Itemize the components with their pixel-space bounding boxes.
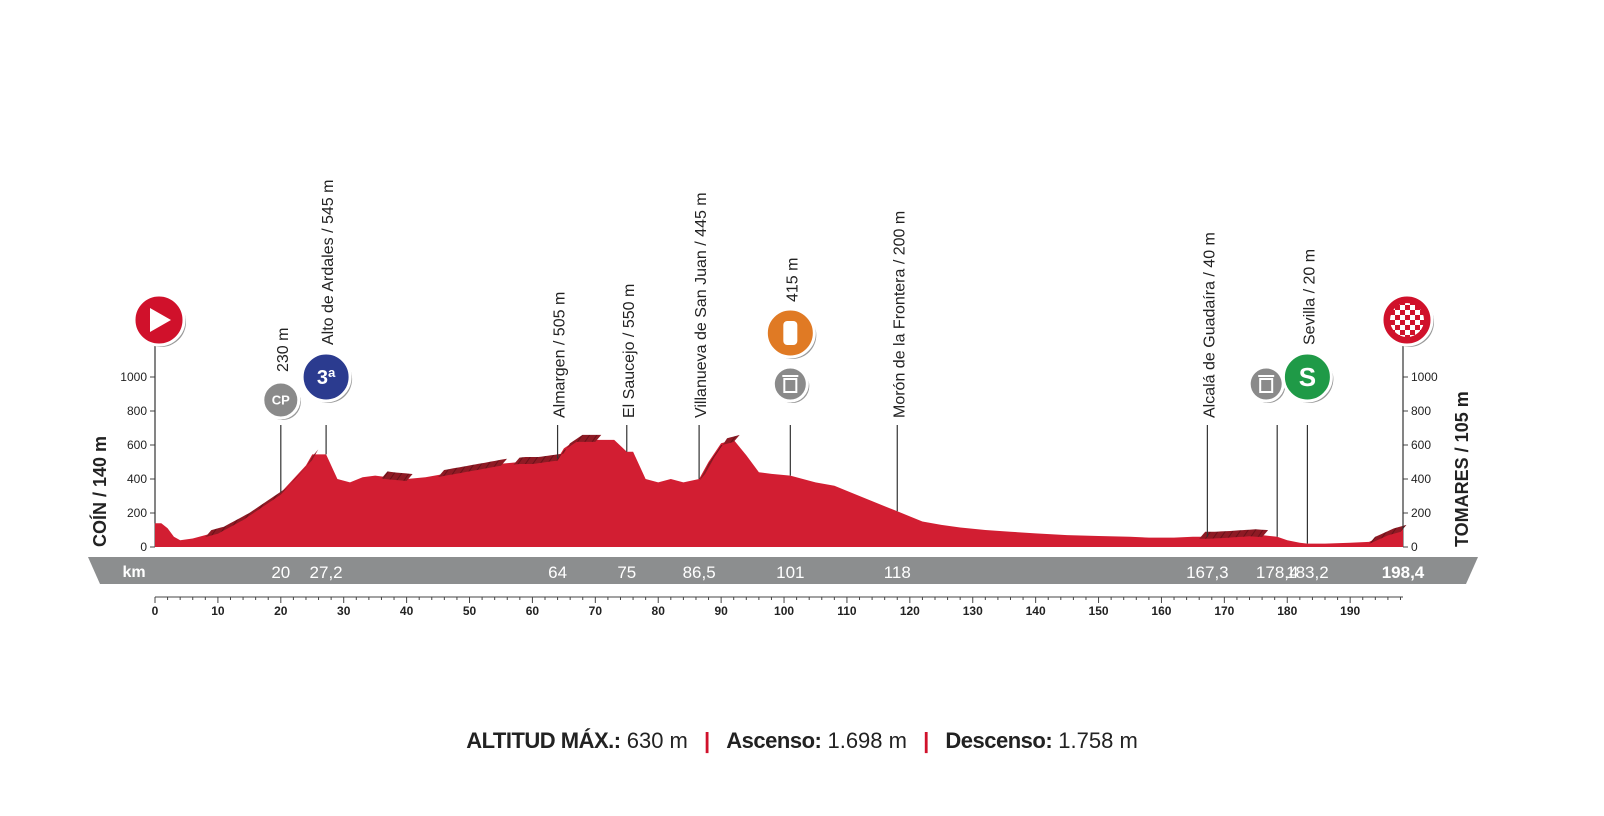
y-tick-label: 1000 — [1411, 370, 1438, 384]
climb-face — [1369, 524, 1407, 544]
waypoint-label: Alto de Ardales / 545 m — [320, 180, 337, 345]
y-tick-label: 600 — [127, 438, 147, 452]
y-tick-label: 400 — [1411, 472, 1431, 486]
waypoint-label: Alcalá de Guadaíra / 40 m — [1201, 232, 1218, 418]
sprint-icon-text: S — [1299, 362, 1316, 392]
elevation-profile — [155, 434, 1407, 547]
y-tick-label: 0 — [140, 540, 147, 554]
x-tick-label: 180 — [1277, 604, 1297, 618]
category-3-climb-icon — [300, 351, 352, 403]
endpoints — [132, 293, 1434, 530]
km-marker-label: 183,2 — [1286, 563, 1329, 582]
km-band-label: km — [122, 564, 145, 581]
km-marker-label: 27,2 — [310, 563, 343, 582]
y-tick-label: 0 — [1411, 540, 1418, 554]
x-tick-label: 70 — [589, 604, 603, 618]
max-altitude-value: 630 m — [626, 728, 688, 753]
climb-face — [699, 434, 740, 481]
x-tick-label: 100 — [774, 604, 794, 618]
climb-face — [1199, 529, 1269, 539]
y-tick-label: 800 — [127, 404, 147, 418]
waypoint-label: Almargen / 505 m — [552, 292, 569, 418]
ascent-label: Ascenso: — [726, 728, 822, 753]
km-marker-label: 20 — [271, 563, 290, 582]
category-3-climb-icon-text: 3ª — [317, 367, 336, 389]
x-tick-label: 120 — [900, 604, 920, 618]
km-marker-label: 64 — [548, 563, 567, 582]
y-tick-label: 200 — [1411, 506, 1431, 520]
ascent-value: 1.698 m — [827, 728, 907, 753]
km-marker-label: 178,4 — [1256, 563, 1299, 582]
y-tick-label: 800 — [1411, 404, 1431, 418]
x-tick-label: 170 — [1214, 604, 1234, 618]
x-tick-label: 60 — [526, 604, 540, 618]
checkered-flag-icon — [1390, 303, 1424, 337]
km-marker-label: 167,3 — [1186, 563, 1229, 582]
profile-area — [155, 439, 1403, 547]
bottle-icon — [783, 321, 798, 345]
km-marker-label: 86,5 — [683, 563, 716, 582]
play-icon — [150, 308, 171, 332]
waypoint-label: 415 m — [784, 258, 801, 302]
waypoint-label: Morón de la Frontera / 200 m — [891, 211, 908, 418]
x-tick-label: 140 — [1026, 604, 1046, 618]
km-marker-label: 75 — [617, 563, 636, 582]
cp-icon — [261, 380, 301, 420]
y-tick-label: 600 — [1411, 438, 1431, 452]
x-tick-label: 160 — [1151, 604, 1171, 618]
x-tick-label: 30 — [337, 604, 351, 618]
stage-summary: ALTITUD MÁX.: 630 m | Ascenso: 1.698 m |… — [0, 728, 1604, 754]
waste-zone-icon — [1247, 365, 1285, 403]
km-band-bar — [88, 557, 1478, 584]
separator: | — [704, 728, 711, 753]
descent-value: 1.758 m — [1058, 728, 1138, 753]
descent-label: Descenso: — [945, 728, 1053, 753]
x-tick-label: 20 — [274, 604, 288, 618]
x-tick-label: 110 — [837, 604, 857, 618]
waypoint-label: Sevilla / 20 m — [1301, 249, 1318, 345]
km-marker-label: 101 — [776, 563, 804, 582]
km-marker-label: 118 — [884, 563, 911, 582]
x-tick-label: 150 — [1089, 604, 1109, 618]
waste-bin-body — [783, 378, 798, 393]
km-marker-label: 198,4 — [1382, 563, 1425, 582]
x-axis-ticks: 0 10 20 30 40 50 60 70 80 90 100 110 120 130 140 150 160… — [152, 596, 1403, 618]
axes: 0 200 400 600 800 1000 0 200 400 600 800 1000 COÍN /… — [89, 370, 1472, 554]
y-tick-label: 200 — [127, 506, 147, 520]
x-tick-label: 80 — [652, 604, 666, 618]
cp-icon-text: CP — [272, 393, 290, 408]
waypoints: CP 230 m 3ª Alto de Ardales / 545 m Almargen… — [261, 180, 1334, 544]
waypoint-label: 230 m — [275, 328, 292, 372]
x-tick-label: 0 — [152, 604, 159, 618]
start-name: COÍN / 140 m — [89, 436, 110, 547]
max-altitude-label: ALTITUD MÁX.: — [466, 728, 621, 753]
waypoint-label: El Saucejo / 550 m — [621, 284, 638, 418]
waste-bin-body — [1259, 378, 1274, 393]
x-tick-label: 90 — [714, 604, 728, 618]
x-tick-label: 50 — [463, 604, 477, 618]
x-tick-label: 10 — [211, 604, 225, 618]
finish-name: TOMARES / 105 m — [1452, 391, 1472, 547]
waypoint-label: Villanueva de San Juan / 445 m — [693, 192, 710, 418]
sprint-icon — [1281, 351, 1333, 403]
climb-face — [381, 471, 413, 481]
x-tick-label: 130 — [963, 604, 983, 618]
y-tick-label: 400 — [127, 472, 147, 486]
separator: | — [923, 728, 930, 753]
x-tick-label: 190 — [1340, 604, 1360, 618]
y-tick-label: 1000 — [120, 370, 147, 384]
x-tick-label: 40 — [400, 604, 414, 618]
climb-face — [438, 458, 507, 477]
waste-zone-icon — [771, 365, 809, 403]
climb-face — [513, 434, 602, 465]
